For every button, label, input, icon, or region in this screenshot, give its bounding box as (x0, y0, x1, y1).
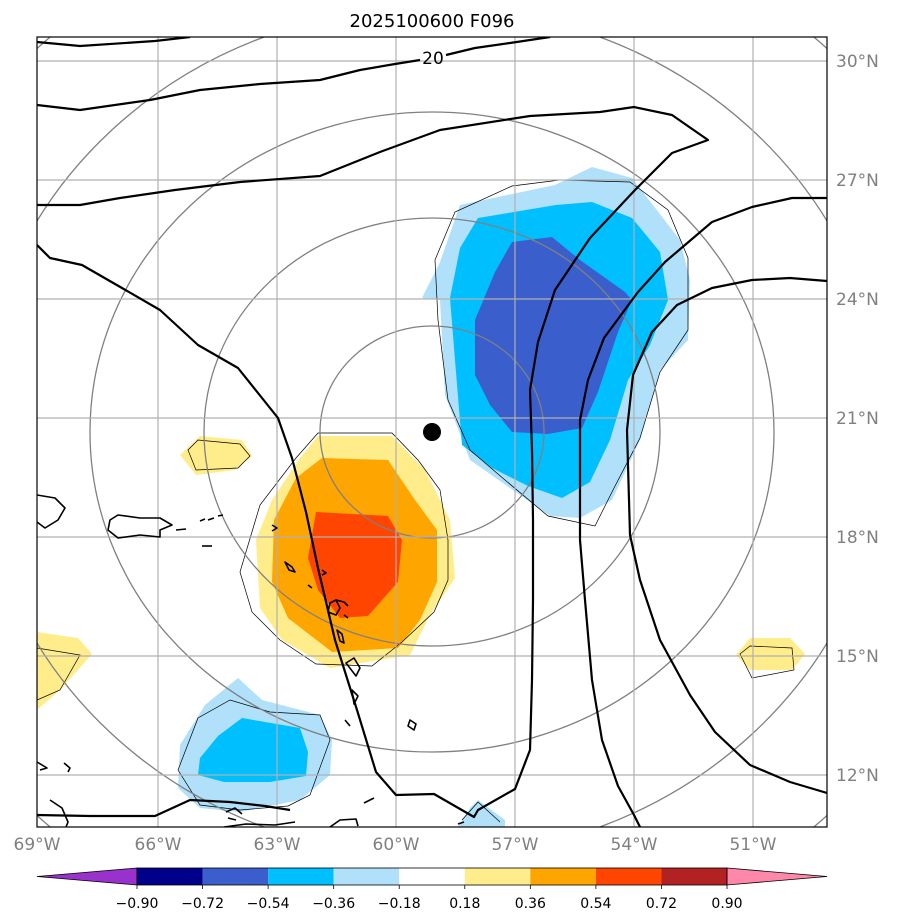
lat-tick-label: 15°N (836, 647, 879, 667)
colorbar-tick-label: −0.36 (312, 896, 355, 912)
gridlines (37, 37, 827, 827)
colorbar-cell (464, 868, 531, 885)
colorbar-tick-label: −0.90 (116, 896, 159, 912)
pos-anomaly-dark (308, 512, 402, 618)
shading-layer (37, 167, 805, 827)
thin-contours (37, 179, 795, 823)
colorbar-cell (202, 868, 269, 885)
contour-label-20: 20 (422, 49, 444, 69)
colorbar: −0.90 −0.72 −0.54 −0.36 −0.18 0.18 0.36 0.54 0.7… (36, 867, 828, 912)
lon-axis: 69°W 66°W 63°W 60°W 57°W 54°W 51°W (14, 835, 777, 855)
colorbar-cell (268, 868, 334, 885)
map-frame (36, 36, 828, 828)
neg-anomaly-south-mid (198, 718, 308, 782)
colorbar-tick-label: 0.72 (646, 896, 677, 912)
lat-tick-label: 18°N (836, 528, 879, 548)
colorbar-tick-label: 0.18 (449, 896, 480, 912)
lon-tick-label: 66°W (135, 835, 182, 855)
colorbar-cell (530, 868, 596, 885)
lat-tick-label: 30°N (836, 52, 879, 72)
colorbar-outline (136, 867, 728, 886)
neg-patch-bottom (458, 800, 505, 827)
colorbar-cells (36, 867, 828, 886)
colorbar-cell (399, 868, 465, 885)
pos-patch-east (736, 638, 805, 670)
lat-tick-label: 24°N (836, 290, 879, 310)
neg-anomaly-dark (475, 237, 632, 434)
lat-axis: 30°N 27°N 24°N 21°N 18°N 15°N 12°N (836, 52, 879, 786)
lat-tick-label: 27°N (836, 171, 879, 191)
lon-tick-label: 57°W (492, 835, 539, 855)
colorbar-tick-label: 0.90 (711, 896, 742, 912)
colorbar-cell (595, 868, 662, 885)
pos-patch-corner (37, 632, 92, 710)
colorbar-tick-label: 0.36 (515, 896, 546, 912)
figure-title: 2025100600 F096 (350, 11, 515, 32)
coastlines (37, 494, 465, 827)
colorbar-extend-high (726, 867, 828, 886)
lon-tick-label: 63°W (254, 835, 301, 855)
pos-patch-west (180, 436, 252, 475)
lat-tick-label: 21°N (836, 409, 879, 429)
colorbar-tick-label: −0.72 (181, 896, 224, 912)
lon-tick-label: 60°W (373, 835, 420, 855)
lat-tick-label: 12°N (836, 766, 879, 786)
lon-tick-label: 69°W (14, 835, 61, 855)
colorbar-cell (137, 868, 203, 885)
colorbar-cell (661, 868, 727, 885)
colorbar-tick-label: −0.54 (247, 896, 290, 912)
storm-center-marker (423, 423, 441, 441)
colorbar-extend-low (36, 867, 138, 886)
colorbar-labels: −0.90 −0.72 −0.54 −0.36 −0.18 0.18 0.36 0.54 0.7… (116, 885, 743, 912)
lon-tick-label: 51°W (730, 835, 777, 855)
colorbar-tick-label: 0.54 (580, 896, 611, 912)
colorbar-cell (333, 868, 400, 885)
colorbar-tick-label: −0.18 (378, 896, 421, 912)
height-contours (37, 37, 827, 827)
lon-tick-label: 54°W (611, 835, 658, 855)
